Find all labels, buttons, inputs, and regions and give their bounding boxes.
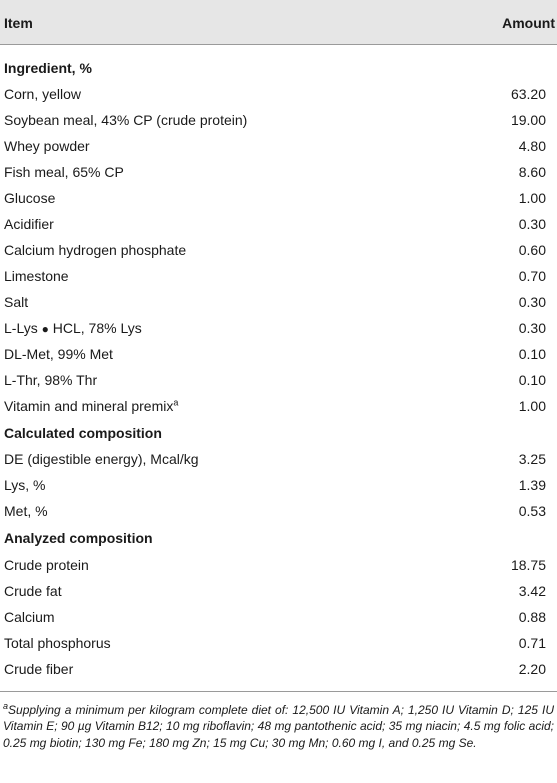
row-label: Whey powder [4, 138, 90, 154]
column-header-amount: Amount [502, 15, 555, 31]
section-row-ingredient: Ingredient, % [0, 56, 557, 82]
table-row: DL-Met, 99% Met 0.10 [0, 342, 557, 368]
row-label: L-Lys ● HCL, 78% Lys [4, 320, 142, 337]
table-row: Lys, % 1.39 [0, 473, 557, 499]
table-bottom-rule [0, 691, 557, 692]
row-label: Salt [4, 294, 29, 310]
row-value: 8.60 [518, 164, 546, 180]
row-value: 0.70 [518, 268, 546, 284]
row-label: Glucose [4, 190, 56, 206]
row-value: 4.80 [518, 138, 546, 154]
row-value: 1.00 [518, 190, 546, 206]
row-label: Crude fat [4, 583, 62, 599]
column-header-item: Item [4, 15, 33, 31]
row-value: 0.88 [518, 609, 546, 625]
row-value: 3.25 [518, 451, 546, 467]
table-row: Vitamin and mineral premixa 1.00 [0, 394, 557, 420]
row-value: 18.75 [510, 557, 546, 573]
footnote-marker: a [3, 701, 9, 711]
section-row-calculated: Calculated composition [0, 421, 557, 447]
table-row: Acidifier 0.30 [0, 212, 557, 238]
table-row: Calcium 0.88 [0, 605, 557, 631]
row-value: 0.10 [518, 372, 546, 388]
row-label: DL-Met, 99% Met [4, 346, 113, 362]
table-row: Met, % 0.53 [0, 499, 557, 525]
row-value: 0.71 [518, 635, 546, 651]
table-row: DE (digestible energy), Mcal/kg 3.25 [0, 447, 557, 473]
table-row: Glucose 1.00 [0, 186, 557, 212]
table-row: Total phosphorus 0.71 [0, 631, 557, 657]
table-header: Item Amount [0, 0, 557, 45]
row-value: 3.42 [518, 583, 546, 599]
row-value: 0.53 [518, 503, 546, 519]
row-label: L-Thr, 98% Thr [4, 372, 98, 388]
row-label: Limestone [4, 268, 69, 284]
row-label: Calcium [4, 609, 55, 625]
row-value: 0.30 [518, 320, 546, 336]
row-label-text: Vitamin and mineral premix [4, 398, 174, 414]
section-row-analyzed: Analyzed composition [0, 526, 557, 552]
row-label: DE (digestible energy), Mcal/kg [4, 451, 199, 467]
table-row: L-Lys ● HCL, 78% Lys 0.30 [0, 316, 557, 342]
table-row: Salt 0.30 [0, 290, 557, 316]
row-label-part: L-Lys [4, 320, 42, 336]
table-row: Crude fat 3.42 [0, 579, 557, 605]
section-label: Ingredient, % [4, 60, 92, 76]
table-row: Calcium hydrogen phosphate 0.60 [0, 238, 557, 264]
row-value: 1.39 [518, 477, 546, 493]
row-label: Met, % [4, 503, 48, 519]
row-label: Calcium hydrogen phosphate [4, 242, 187, 258]
row-value: 2.20 [518, 661, 546, 677]
bullet-icon: ● [41, 322, 49, 336]
section-label: Calculated composition [4, 425, 162, 441]
footnote-marker: a [173, 397, 179, 408]
table-footnote: aSupplying a minimum per kilogram comple… [3, 702, 554, 751]
table-row: Crude protein 18.75 [0, 553, 557, 579]
table-row: Limestone 0.70 [0, 264, 557, 290]
row-label: Vitamin and mineral premixa [4, 398, 178, 414]
row-value: 0.30 [518, 294, 546, 310]
footnote-text: Supplying a minimum per kilogram complet… [3, 703, 554, 750]
row-value: 1.00 [518, 398, 546, 414]
row-label: Lys, % [4, 477, 46, 493]
section-label: Analyzed composition [4, 530, 153, 546]
row-value: 0.10 [518, 346, 546, 362]
row-label: Total phosphorus [4, 635, 111, 651]
row-label: Soybean meal, 43% CP (crude protein) [4, 112, 248, 128]
row-value: 19.00 [510, 112, 546, 128]
table-row: Soybean meal, 43% CP (crude protein) 19.… [0, 108, 557, 134]
table-row: Crude fiber 2.20 [0, 657, 557, 683]
table-row: Corn, yellow 63.20 [0, 82, 557, 108]
row-value: 0.60 [518, 242, 546, 258]
row-label: Crude fiber [4, 661, 74, 677]
table-row: Whey powder 4.80 [0, 134, 557, 160]
table-row: L-Thr, 98% Thr 0.10 [0, 368, 557, 394]
row-value: 0.30 [518, 216, 546, 232]
table-row: Fish meal, 65% CP 8.60 [0, 160, 557, 186]
row-label: Crude protein [4, 557, 89, 573]
row-label: Corn, yellow [4, 86, 82, 102]
row-label-part: HCL, 78% Lys [48, 320, 142, 336]
row-value: 63.20 [510, 86, 546, 102]
row-label: Acidifier [4, 216, 54, 232]
row-label: Fish meal, 65% CP [4, 164, 124, 180]
